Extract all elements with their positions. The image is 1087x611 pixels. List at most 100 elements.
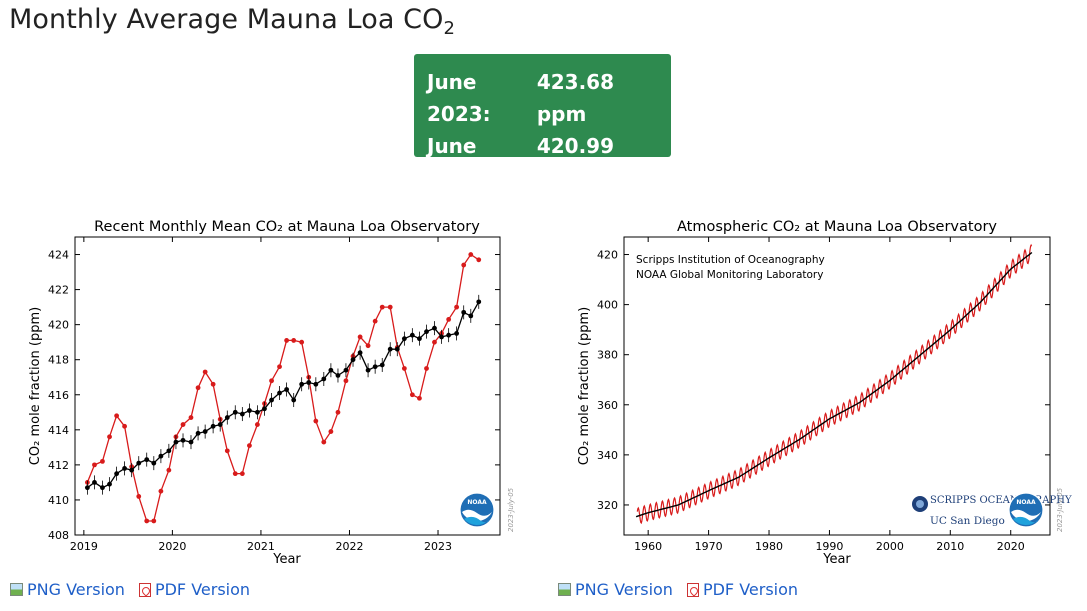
recent-pdf-link[interactable]: PDF Version bbox=[138, 580, 250, 599]
monthly-mean-point bbox=[468, 252, 474, 257]
trend-point bbox=[379, 362, 385, 368]
trend-point bbox=[306, 380, 312, 385]
monthly-mean-point bbox=[100, 458, 105, 464]
monthly-mean-point bbox=[232, 471, 238, 477]
trend-point bbox=[476, 299, 482, 305]
current-month-stat: June 2023: 423.68 ppm bbox=[427, 66, 659, 130]
chart-marks: 1960 1970 1980 1990 2000 2010 2020 320 340 360 380… bbox=[597, 237, 1050, 553]
trend-point bbox=[107, 481, 112, 487]
trend-point bbox=[365, 367, 371, 373]
monthly-mean-point bbox=[247, 443, 252, 448]
monthly-mean-point bbox=[92, 462, 97, 468]
monthly-mean-point bbox=[277, 364, 282, 370]
trend-point bbox=[350, 357, 356, 363]
y-tick-label: 424 bbox=[48, 249, 69, 262]
trend-point bbox=[262, 406, 267, 412]
trend-point bbox=[202, 429, 208, 434]
trend-point bbox=[321, 376, 327, 382]
trend-point bbox=[439, 334, 444, 340]
monthly-mean-point bbox=[313, 418, 319, 424]
monthly-mean-point bbox=[195, 385, 201, 391]
current-month-value: 423.68 ppm bbox=[536, 70, 615, 126]
noaa-logo-text: NOAA bbox=[467, 499, 487, 506]
x-tick-label: 2010 bbox=[936, 540, 964, 553]
trend-point bbox=[417, 336, 422, 342]
y-tick-label: 420 bbox=[48, 319, 69, 332]
trend-point bbox=[158, 453, 164, 459]
x-tick-label: 1990 bbox=[815, 540, 843, 553]
recent-co2-svg: Recent Monthly Mean CO₂ at Mauna Loa Obs… bbox=[28, 219, 515, 567]
trend-point bbox=[247, 408, 252, 413]
monthly-mean-point bbox=[379, 304, 385, 310]
monthly-mean-point bbox=[136, 494, 142, 499]
longterm-co2-chart: Atmospheric CO₂ at Mauna Loa Observatory… bbox=[568, 210, 1073, 570]
longterm-pdf-link[interactable]: PDF Version bbox=[686, 580, 798, 599]
monthly-mean-point bbox=[446, 316, 452, 322]
trend-point bbox=[372, 364, 378, 370]
monthly-mean-point bbox=[291, 338, 297, 343]
y-tick-label: 420 bbox=[597, 249, 618, 262]
monthly-mean-point bbox=[210, 381, 216, 387]
trend-point bbox=[432, 325, 437, 331]
trend-point bbox=[277, 390, 282, 396]
trend-point bbox=[195, 430, 201, 436]
y-tick-label: 360 bbox=[597, 399, 618, 412]
monthly-mean-point bbox=[357, 334, 363, 340]
monthly-mean-point bbox=[166, 467, 172, 473]
current-month-label: June 2023: bbox=[427, 70, 491, 126]
trend-point bbox=[224, 415, 230, 420]
x-tick-label: 2021 bbox=[247, 540, 275, 553]
monthly-mean-point bbox=[180, 422, 186, 427]
trend-point bbox=[122, 465, 127, 471]
monthly-mean-point bbox=[372, 318, 378, 324]
y-tick-label: 410 bbox=[48, 494, 69, 507]
previous-year-value: 420.99 ppm bbox=[536, 134, 615, 190]
monthly-mean-point bbox=[476, 257, 482, 263]
monthly-mean-point bbox=[365, 343, 371, 349]
trend-point bbox=[173, 439, 179, 445]
trend-point bbox=[454, 331, 460, 336]
longterm-png-link[interactable]: PNG Version bbox=[558, 580, 673, 599]
y-axis-label: CO₂ mole fraction (ppm) bbox=[577, 307, 592, 465]
recent-chart-downloads: PNG Version PDF Version bbox=[10, 580, 250, 599]
recent-co2-chart: Recent Monthly Mean CO₂ at Mauna Loa Obs… bbox=[25, 210, 525, 570]
monthly-mean-point bbox=[188, 415, 194, 420]
monthly-mean-point bbox=[335, 409, 341, 415]
noaa-logo-text: NOAA bbox=[1016, 499, 1036, 506]
trend-point bbox=[357, 350, 363, 356]
trend-point bbox=[284, 387, 290, 392]
y-tick-label: 400 bbox=[597, 299, 618, 312]
monthly-mean-point bbox=[432, 339, 437, 345]
x-tick-label: 1960 bbox=[634, 540, 662, 553]
monthly-mean-point bbox=[321, 439, 327, 445]
monthly-mean-point bbox=[269, 378, 274, 384]
chart-title: Recent Monthly Mean CO₂ at Mauna Loa Obs… bbox=[94, 219, 480, 235]
monthly-mean-point bbox=[114, 413, 120, 419]
noaa-logo: NOAA bbox=[459, 492, 495, 528]
trend-point bbox=[291, 397, 297, 403]
trend-point bbox=[210, 423, 216, 429]
y-tick-label: 418 bbox=[48, 354, 69, 367]
trend-point bbox=[151, 460, 157, 466]
trend-point bbox=[129, 467, 135, 473]
trend-point bbox=[401, 336, 407, 342]
watermark-date: 2023-July-05 bbox=[507, 487, 515, 532]
trend-point bbox=[217, 422, 223, 427]
pdf-icon bbox=[138, 582, 151, 597]
trend-point bbox=[394, 346, 400, 352]
pdf-icon bbox=[686, 582, 699, 597]
monthly-mean-point bbox=[417, 395, 422, 401]
recent-png-link[interactable]: PNG Version bbox=[10, 580, 125, 599]
co2-stat-box: June 2023: 423.68 ppm June 2022: 420.99 … bbox=[414, 54, 671, 208]
trend-point bbox=[343, 367, 349, 373]
monthly-mean-point bbox=[239, 471, 245, 477]
y-tick-label: 422 bbox=[48, 284, 69, 297]
monthly-mean-point bbox=[202, 369, 208, 375]
scripps-logo: SCRIPPS OCEANOGRAPHY UC San Diego bbox=[912, 495, 1072, 527]
scripps-logo-text: SCRIPPS OCEANOGRAPHY bbox=[930, 495, 1072, 506]
x-axis-label: Year bbox=[822, 552, 851, 567]
trend-point bbox=[114, 471, 120, 477]
monthly-mean-point bbox=[144, 518, 150, 524]
x-tick-label: 2020 bbox=[158, 540, 186, 553]
x-tick-label: 2019 bbox=[70, 540, 98, 553]
